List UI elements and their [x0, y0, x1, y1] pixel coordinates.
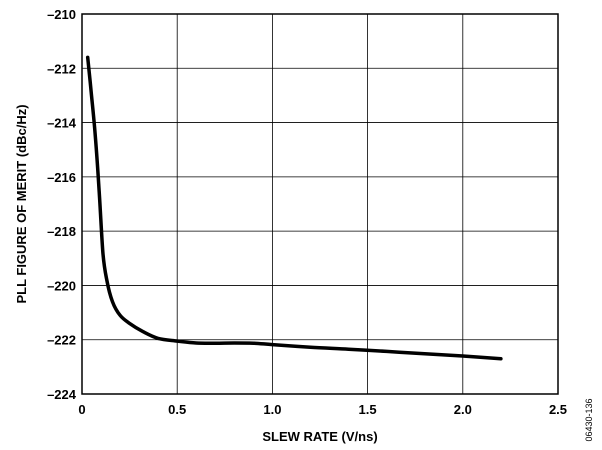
y-tick-label: –218 — [47, 224, 76, 239]
y-tick-label: –212 — [47, 61, 76, 76]
x-axis-title: SLEW RATE (V/ns) — [262, 429, 377, 444]
y-tick-label: –220 — [47, 278, 76, 293]
x-tick-label: 2.0 — [454, 402, 472, 417]
y-tick-label: –216 — [47, 170, 76, 185]
grid-lines — [82, 14, 558, 394]
x-axis-ticks: 0 0.5 1.0 1.5 2.0 2.5 — [78, 402, 567, 417]
x-tick-label: 1.5 — [359, 402, 377, 417]
y-axis-title: PLL FIGURE OF MERIT (dBc/Hz) — [14, 104, 29, 303]
y-tick-label: –224 — [47, 387, 77, 402]
x-tick-label: 1.0 — [263, 402, 281, 417]
x-tick-label: 2.5 — [549, 402, 567, 417]
y-tick-label: –214 — [47, 116, 77, 131]
y-tick-label: –222 — [47, 333, 76, 348]
y-tick-label: –210 — [47, 7, 76, 22]
plot-frame — [81, 13, 559, 395]
x-tick-label: 0.5 — [168, 402, 186, 417]
y-axis-ticks: –210 –212 –214 –216 –218 –220 –222 –224 — [47, 7, 77, 402]
figure-id: 06430-136 — [584, 398, 594, 441]
x-tick-label: 0 — [78, 402, 85, 417]
series-line — [85, 55, 503, 361]
